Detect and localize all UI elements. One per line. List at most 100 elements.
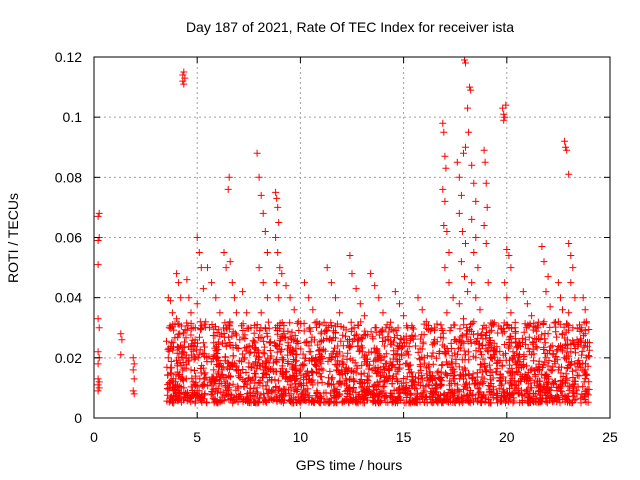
band-point [497, 381, 505, 389]
data-point [129, 387, 137, 395]
band-point [381, 336, 389, 344]
band-point [223, 325, 231, 333]
data-point [581, 366, 589, 374]
data-point [406, 369, 414, 377]
data-point [118, 336, 126, 344]
data-point [257, 309, 265, 317]
data-point [422, 318, 430, 326]
band-point [301, 391, 309, 399]
band-point [239, 320, 247, 328]
band-point [428, 384, 436, 392]
band-point [336, 371, 344, 378]
band-point [523, 390, 531, 398]
data-point [526, 348, 533, 356]
band-point [354, 321, 362, 329]
band-point [437, 321, 445, 329]
band-point [351, 332, 359, 339]
data-point [191, 336, 199, 344]
data-point [503, 294, 511, 302]
band-point [315, 347, 323, 355]
band-point [494, 329, 502, 337]
band-point [387, 362, 395, 370]
band-point [334, 367, 342, 375]
band-point [476, 381, 484, 389]
data-point [507, 309, 515, 317]
band-point [400, 375, 408, 382]
band-point [418, 372, 426, 380]
data-point [354, 393, 362, 401]
data-point [189, 378, 197, 386]
data-point [569, 264, 577, 272]
band-point [256, 362, 264, 370]
data-point [505, 252, 513, 259]
band-point [277, 335, 285, 343]
data-point [462, 351, 469, 359]
data-point [274, 203, 282, 211]
data-point [486, 366, 494, 374]
band-point [458, 331, 466, 339]
data-point [515, 390, 523, 398]
band-point [221, 393, 229, 401]
band-point [187, 331, 195, 339]
band-point [553, 356, 561, 364]
data-point [563, 146, 571, 154]
band-point [255, 379, 263, 386]
band-point [422, 383, 430, 391]
band-point [487, 388, 495, 396]
band-point [384, 335, 392, 343]
band-point [182, 334, 190, 342]
band-point [548, 367, 556, 375]
band-point [294, 380, 302, 388]
band-point [563, 320, 571, 328]
data-point [580, 378, 588, 386]
band-point [215, 326, 223, 334]
band-point [229, 380, 237, 388]
data-point [501, 279, 509, 287]
data-point [286, 294, 294, 302]
data-point [284, 339, 292, 347]
band-point [529, 339, 537, 347]
data-point [117, 330, 125, 338]
band-point [175, 320, 183, 328]
band-point [277, 387, 285, 395]
band-point [553, 347, 561, 355]
band-point [293, 350, 301, 358]
data-point [472, 294, 480, 302]
data-point [334, 357, 342, 365]
data-point [206, 324, 214, 332]
data-point [183, 276, 191, 284]
data-point [95, 384, 103, 392]
data-point [461, 273, 468, 281]
data-point [554, 279, 562, 287]
data-point [455, 209, 463, 217]
data-point [478, 342, 486, 350]
data-point [197, 369, 205, 377]
band-point [489, 374, 497, 382]
data-point [268, 387, 275, 395]
axis-ticks: 0 5 10 15 20 25 0 0.02 0.04 0.06 0.08 0.1 0.12 [55, 49, 618, 445]
band-point [286, 373, 294, 381]
band-point [464, 348, 472, 356]
band-point [241, 344, 249, 352]
data-point [274, 249, 282, 256]
band-point [273, 348, 281, 356]
band-point [486, 334, 493, 342]
data-point [356, 378, 364, 386]
band-point [465, 370, 473, 378]
band-point [252, 359, 259, 367]
data-point [263, 294, 271, 302]
band-point [307, 398, 315, 406]
data-point [557, 387, 564, 395]
band-point [318, 394, 326, 402]
band-point [344, 349, 352, 357]
band-point [379, 369, 387, 377]
band-point [527, 366, 535, 374]
data-point [329, 348, 337, 356]
data-point [307, 348, 315, 356]
band-point [258, 333, 266, 341]
band-point [438, 361, 446, 369]
data-point [243, 393, 251, 401]
data-point [294, 393, 302, 401]
band-point [357, 370, 365, 378]
band-point [198, 362, 206, 370]
